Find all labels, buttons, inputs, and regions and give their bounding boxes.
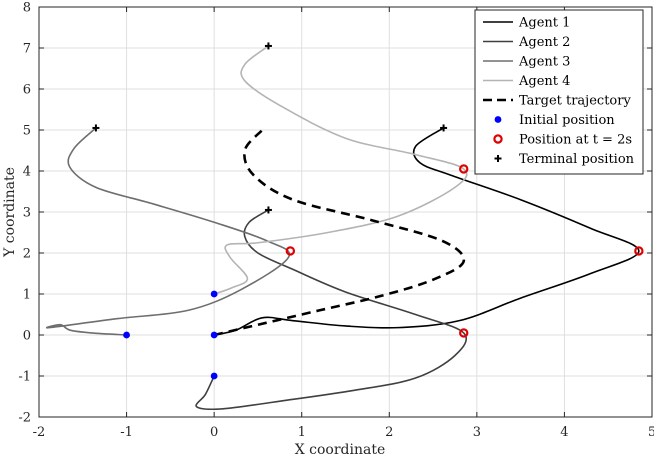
terminal-position-marker xyxy=(92,124,100,132)
legend-label: Agent 1 xyxy=(518,16,570,31)
series-agent-4 xyxy=(213,45,468,295)
initial-position-marker xyxy=(210,331,218,339)
y-tick-label: -2 xyxy=(18,411,31,426)
x-tick-label: 0 xyxy=(210,425,218,440)
x-tick-label: -1 xyxy=(120,425,133,440)
y-tick-label: 2 xyxy=(23,247,31,262)
series-agent-1 xyxy=(213,127,640,336)
x-tick-label: 3 xyxy=(473,425,481,440)
legend-item-target-trajectory: Target trajectory xyxy=(483,94,631,109)
series-layer xyxy=(46,45,640,411)
legend-item-initial-position: Initial position xyxy=(494,113,615,128)
legend-label: Target trajectory xyxy=(519,94,631,109)
terminal-position-marker xyxy=(264,42,272,50)
series-agent-2 xyxy=(195,209,468,411)
legend-item-agent-1: Agent 1 xyxy=(483,16,570,31)
x-tick-label: -2 xyxy=(33,425,46,440)
legend-item-agent-2: Agent 2 xyxy=(483,35,570,50)
marker-layer xyxy=(92,42,644,380)
legend-label: Agent 3 xyxy=(518,55,570,70)
y-tick-label: -1 xyxy=(18,370,31,385)
legend-item-agent-3: Agent 3 xyxy=(483,55,570,70)
y-tick-label: 3 xyxy=(23,206,31,221)
series-agent-3 xyxy=(46,127,291,336)
legend-label: Agent 2 xyxy=(518,35,570,50)
y-tick-label: 6 xyxy=(23,83,31,98)
y-tick-label: 7 xyxy=(23,42,31,57)
legend-label: Agent 4 xyxy=(518,74,570,89)
initial-position-marker xyxy=(210,290,218,298)
legend-marker-swatch xyxy=(494,155,502,162)
legend-marker-swatch xyxy=(493,134,503,144)
position-t2-marker xyxy=(634,246,644,256)
legend-label: Terminal position xyxy=(519,152,635,167)
position-t2-marker xyxy=(459,328,469,338)
terminal-position-marker xyxy=(440,124,448,132)
y-tick-label: 8 xyxy=(23,1,31,16)
legend-item-terminal-position: Terminal position xyxy=(494,152,635,167)
legend-label: Initial position xyxy=(519,113,615,128)
x-tick-label: 1 xyxy=(298,425,306,440)
y-axis-title: Y coordinate xyxy=(2,167,18,258)
initial-position-marker xyxy=(123,331,130,339)
legend: Agent 1 Agent 2 Agent 3 Agent 4 Target traje… xyxy=(474,9,644,175)
initial-position-marker xyxy=(210,372,218,380)
position-t2-marker xyxy=(285,246,296,256)
x-tick-label: 5 xyxy=(648,425,654,440)
legend-marker-swatch xyxy=(494,116,502,123)
legend-label: Position at t = 2s xyxy=(519,133,632,148)
legend-item-agent-4: Agent 4 xyxy=(483,74,570,89)
axes: -2 -1 0 1 2 3 4 5 -2 -1 0 1 2 3 4 5 6 7 8 xyxy=(18,1,654,441)
x-tick-label: 2 xyxy=(385,425,393,440)
terminal-position-marker xyxy=(264,206,272,214)
y-tick-label: 0 xyxy=(23,329,31,344)
x-tick-label: 4 xyxy=(560,425,568,440)
y-tick-label: 1 xyxy=(23,288,31,303)
legend-item-position-at-t-2s: Position at t = 2s xyxy=(493,133,632,148)
y-tick-label: 5 xyxy=(23,124,31,139)
position-t2-marker xyxy=(459,164,469,174)
plot-frame xyxy=(38,6,653,418)
legend-box xyxy=(474,9,644,175)
y-tick-label: 4 xyxy=(23,165,31,180)
x-axis-title: X coordinate xyxy=(295,442,386,458)
series-target-trajectory xyxy=(213,129,466,337)
